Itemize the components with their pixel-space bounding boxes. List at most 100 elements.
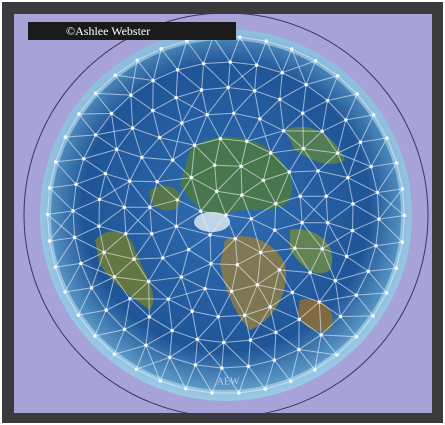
grid-line [368, 267, 397, 272]
grid-line [123, 206, 153, 235]
grid-line [227, 62, 231, 88]
grid-line [305, 84, 328, 101]
grid-line [210, 238, 236, 265]
grid-line [301, 222, 323, 250]
grid-line [241, 194, 276, 205]
grid-line [177, 63, 204, 71]
grid-node [123, 232, 128, 236]
grid-line [136, 59, 154, 81]
grid-line [298, 349, 316, 371]
grid-line [64, 291, 79, 316]
grid-line [340, 316, 357, 338]
grid-line [223, 339, 251, 343]
grid-line [373, 114, 388, 139]
grid-line [145, 344, 170, 358]
grid-node [300, 111, 305, 115]
grid-line [210, 263, 238, 266]
grid-line [310, 272, 336, 282]
grid-line [278, 269, 293, 293]
grid-line [264, 359, 275, 390]
grid-node [127, 179, 132, 183]
grid-line [157, 177, 192, 183]
grid-line [225, 214, 252, 220]
grid-node [114, 147, 119, 152]
grid-line [260, 252, 280, 271]
grid-node [159, 46, 164, 51]
grid-line [337, 152, 372, 168]
grid-line [203, 61, 231, 65]
grid-node [224, 213, 228, 217]
grid-node [300, 220, 304, 225]
grid-line [360, 141, 372, 167]
grid-node [235, 262, 240, 267]
grid-line [220, 138, 247, 142]
grid-node [47, 239, 52, 243]
grid-line [235, 238, 261, 253]
grid-line [149, 181, 158, 208]
grid-node [170, 158, 175, 162]
grid-line [240, 166, 243, 196]
grid-line [98, 226, 105, 253]
signature: AEW [217, 376, 240, 387]
grid-line [72, 210, 76, 238]
grid-line [345, 93, 358, 121]
grid-line [176, 177, 192, 201]
grid-node [273, 201, 278, 206]
grid-line [321, 131, 338, 154]
grid-line [256, 284, 271, 308]
grid-node [333, 278, 338, 283]
grid-node [374, 243, 378, 248]
grid-node [297, 317, 301, 322]
grid-node [354, 293, 359, 297]
grid-node [394, 266, 399, 270]
grid-line [346, 256, 369, 272]
grid-line [168, 288, 206, 300]
grid-line [104, 149, 118, 174]
grid-node [258, 116, 262, 121]
grid-line [175, 97, 183, 124]
grid-line [201, 87, 229, 91]
grid-line [206, 114, 221, 139]
grid-node [71, 209, 75, 213]
grid-node [308, 270, 312, 275]
grid-node [132, 257, 136, 261]
grid-line [294, 247, 323, 250]
grid-line [201, 89, 208, 115]
grid-line [74, 237, 82, 264]
grid-node [226, 85, 230, 90]
grid-line [302, 112, 323, 132]
grid-line [47, 214, 50, 242]
grid-line [169, 356, 196, 366]
grid-line [185, 364, 196, 390]
grid-line [279, 84, 307, 100]
grid-line [212, 36, 231, 63]
grid-line [75, 173, 106, 185]
grid-line [395, 241, 403, 269]
grid-line [64, 287, 92, 293]
grid-line [401, 215, 405, 243]
grid-line [188, 249, 212, 265]
grid-line [367, 245, 377, 272]
grid-line [125, 233, 135, 260]
grid-line [371, 162, 397, 168]
grid-line [278, 247, 296, 271]
land [285, 126, 345, 165]
grid-line [217, 316, 225, 343]
grid-line [303, 130, 323, 149]
grid-line [152, 69, 178, 81]
grid-line [274, 229, 296, 249]
grid-line [185, 388, 213, 394]
grid-line [94, 309, 107, 337]
grid-line [250, 339, 275, 361]
grid-line [75, 183, 100, 200]
grid-line [273, 332, 277, 361]
grid-line [294, 222, 303, 249]
grid-line [175, 199, 178, 227]
grid-line [309, 248, 323, 273]
grid-line [191, 164, 215, 179]
grid-line [279, 269, 311, 274]
grid-node [335, 73, 340, 78]
grid-line [204, 263, 212, 289]
grid-line [160, 380, 186, 390]
grid-node [218, 136, 223, 141]
